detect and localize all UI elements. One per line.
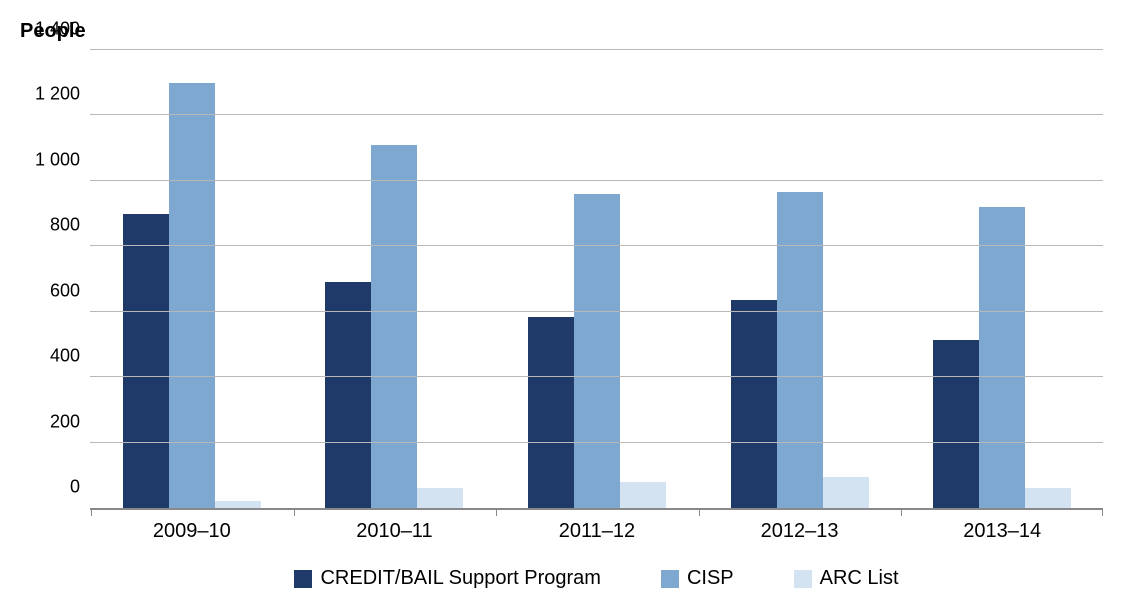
x-tick-label: 2009–10	[153, 508, 231, 543]
x-tick	[496, 508, 497, 516]
legend-label: CISP	[687, 567, 734, 590]
plot-area: 2009–102010–112011–122012–132013–14 0200…	[90, 50, 1103, 510]
y-tick-label: 200	[50, 411, 90, 432]
y-tick-label: 800	[50, 215, 90, 236]
grid-line	[90, 442, 1103, 443]
x-tick-label: 2013–14	[963, 508, 1041, 543]
x-tick-label: 2010–11	[356, 508, 432, 543]
bar-group: 2010–11	[293, 50, 496, 508]
bar	[620, 482, 666, 508]
x-tick	[91, 508, 92, 516]
grid-line	[90, 311, 1103, 312]
y-tick-label: 0	[70, 477, 90, 498]
bar-group: 2011–12	[495, 50, 698, 508]
bar	[169, 83, 215, 508]
bar-groups: 2009–102010–112011–122012–132013–14	[90, 50, 1103, 508]
legend-swatch	[294, 570, 312, 588]
bar-group: 2012–13	[698, 50, 901, 508]
grid-line	[90, 180, 1103, 181]
bar	[731, 300, 777, 508]
bar	[528, 317, 574, 508]
legend: CREDIT/BAIL Support Program CISP ARC List	[90, 567, 1103, 590]
legend-label: ARC List	[820, 567, 899, 590]
grid-line	[90, 376, 1103, 377]
legend-item: ARC List	[794, 567, 899, 590]
legend-item: CISP	[661, 567, 734, 590]
x-tick-label: 2012–13	[761, 508, 839, 543]
y-tick-label: 600	[50, 280, 90, 301]
bar	[417, 488, 463, 508]
bar-group: 2009–10	[90, 50, 293, 508]
bar	[123, 214, 169, 508]
legend-swatch	[794, 570, 812, 588]
bar	[933, 340, 979, 508]
bar	[823, 477, 869, 508]
x-tick	[901, 508, 902, 516]
grid-line	[90, 245, 1103, 246]
legend-label: CREDIT/BAIL Support Program	[320, 567, 600, 590]
x-tick	[699, 508, 700, 516]
legend-item: CREDIT/BAIL Support Program	[294, 567, 600, 590]
x-tick	[294, 508, 295, 516]
y-tick-label: 400	[50, 346, 90, 367]
chart-container: People 2009–102010–112011–122012–132013–…	[20, 20, 1113, 590]
bar	[1025, 488, 1071, 508]
bar-group: 2013–14	[900, 50, 1103, 508]
y-tick-label: 1 000	[35, 149, 90, 170]
y-tick-label: 1 200	[35, 84, 90, 105]
grid-line	[90, 49, 1103, 50]
bar	[371, 145, 417, 508]
bar	[325, 282, 371, 508]
y-tick-label: 1 400	[35, 19, 90, 40]
bar	[574, 194, 620, 508]
bar	[777, 192, 823, 508]
x-tick-label: 2011–12	[559, 508, 635, 543]
legend-swatch	[661, 570, 679, 588]
bar	[979, 207, 1025, 508]
grid-line	[90, 114, 1103, 115]
